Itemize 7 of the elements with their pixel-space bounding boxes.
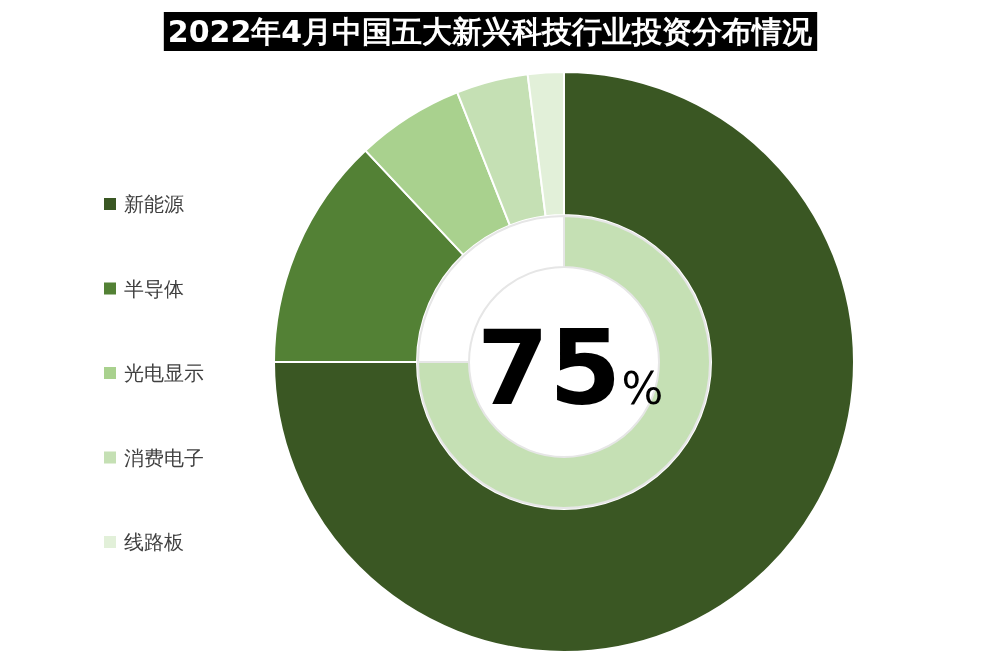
legend-label: 光电显示 <box>124 361 204 385</box>
legend-label: 消费电子 <box>124 445 204 470</box>
legend-label: 半导体 <box>124 276 184 301</box>
chart-title: 2022年4月中国五大新兴科技行业投资分布情况 <box>167 14 814 49</box>
legend-label: 新能源 <box>124 192 184 216</box>
legend-label: 线路板 <box>124 530 184 554</box>
data-label: 75% <box>476 307 664 429</box>
